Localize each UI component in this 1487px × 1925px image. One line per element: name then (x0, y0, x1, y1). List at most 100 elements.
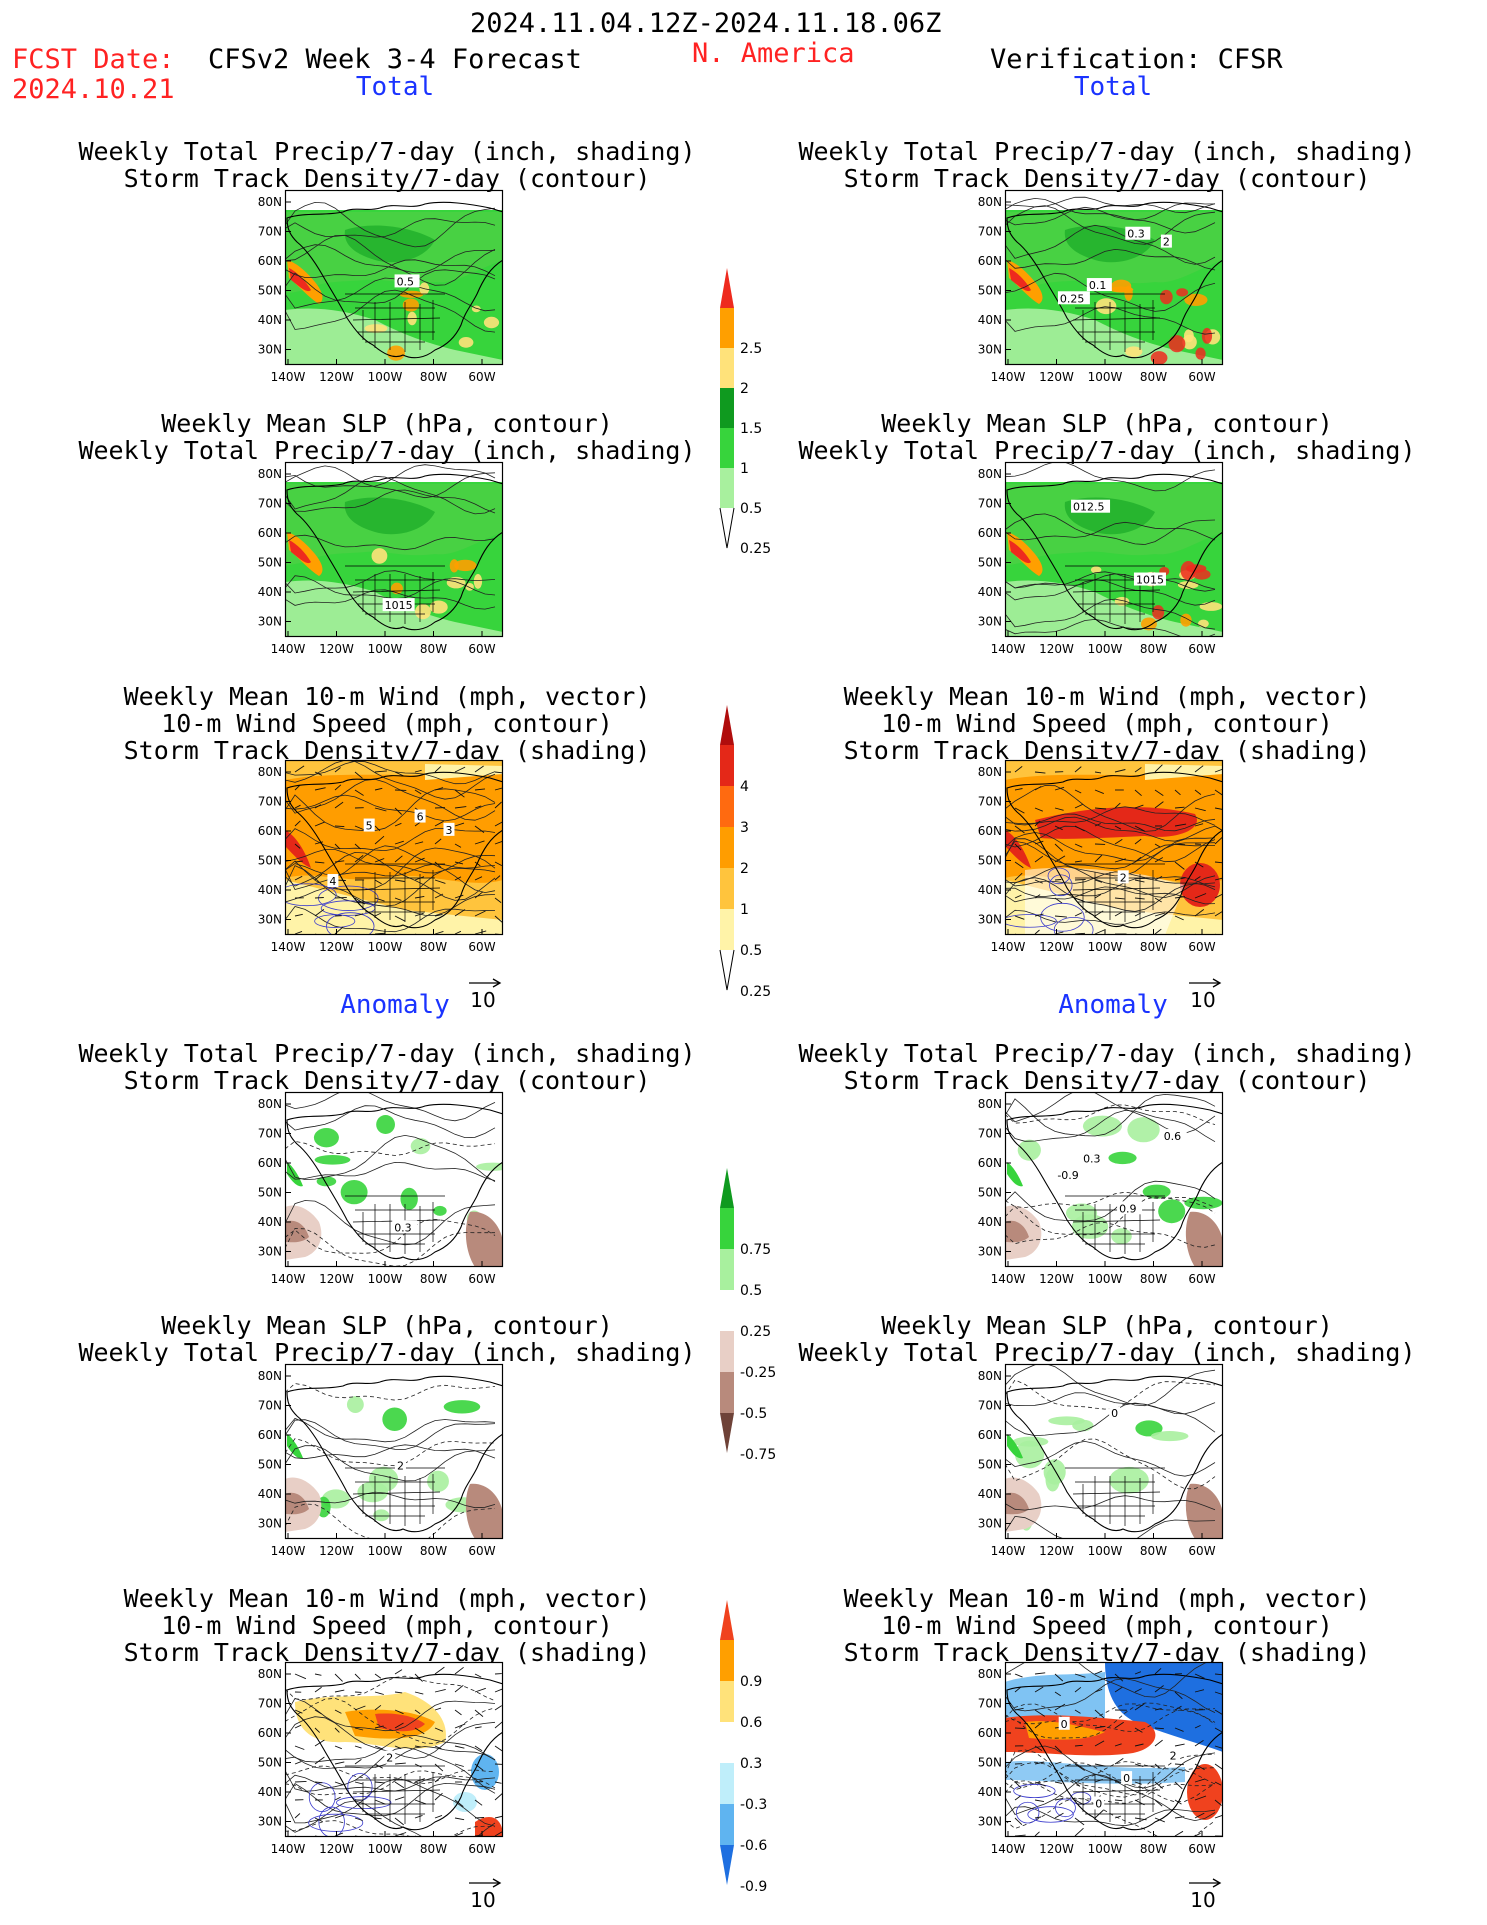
lat-label: 60N (258, 824, 282, 838)
lon-label: 100W (1088, 1544, 1123, 1558)
contour-labels: -0.9 0.3 0.9 0.6 (1055, 1129, 1187, 1215)
map-frame (1004, 1363, 1224, 1540)
lat-label: 80N (258, 765, 282, 779)
vector-reference-label: 10 (1190, 1888, 1215, 1912)
panel-title-line: Storm Track Density/7-day (contour) (843, 1066, 1371, 1095)
map-panel-lt3: 4 5 6 3 80N 70N 60N 50N 40N 30N 140W 120W 100W 80W 60W (245, 755, 513, 964)
lon-label: 140W (991, 1544, 1026, 1558)
lon-label: 100W (1088, 1842, 1123, 1856)
contour-label: 2 (397, 1459, 404, 1472)
colorbar-storm: 4 3 2 1 0.5 0.25 (718, 705, 798, 1004)
state-borders (1065, 1467, 1165, 1526)
lon-label: 60W (468, 370, 495, 384)
lat-label: 30N (258, 1517, 282, 1531)
colorbar-label: 2 (740, 861, 749, 877)
lat-label: 60N (258, 1726, 282, 1740)
verification-title: Verification: CFSR (990, 44, 1283, 75)
lat-label: 30N (258, 615, 282, 629)
lon-label: 80W (1140, 370, 1167, 384)
period-title: 2024.11.04.12Z-2024.11.18.06Z (470, 8, 942, 39)
colorbar-label: 0.6 (740, 1715, 762, 1731)
contour-labels: 0.5 (394, 274, 420, 288)
colorbar-label: 1 (740, 461, 749, 477)
lat-label: 50N (258, 284, 282, 298)
contour-label: 5 (366, 820, 373, 833)
lat-label: 30N (258, 913, 282, 927)
panel-title-rt2: Weekly Mean SLP (hPa, contour) Weekly Tot… (787, 410, 1427, 464)
panel-title-la3: Weekly Mean 10-m Wind (mph, vector) 10-m … (67, 1585, 707, 1666)
panel-title-lt3: Weekly Mean 10-m Wind (mph, vector) 10-m … (67, 683, 707, 764)
lat-label: 30N (978, 615, 1002, 629)
lat-label: 50N (258, 556, 282, 570)
contour-label: 0.9 (1119, 1202, 1137, 1215)
vector-reference: 10 (1187, 975, 1227, 1017)
lat-label: 60N (978, 254, 1002, 268)
coastline (286, 1103, 503, 1261)
panel-title-line: Storm Track Density/7-day (shading) (843, 736, 1371, 765)
panel-title-rt1: Weekly Total Precip/7-day (inch, shading… (787, 138, 1427, 192)
lon-label: 60W (1188, 1842, 1215, 1856)
lon-label: 60W (1188, 1272, 1215, 1286)
colorbar-segment (720, 1681, 734, 1722)
map-svg: 0.3 80N 70N 60N 50N 40N 30N 140W 120W 100W 80W 60W (258, 1091, 504, 1286)
map-frame (284, 461, 504, 638)
coastline (1006, 1103, 1223, 1261)
lat-label: 70N (978, 795, 1002, 809)
panel-title-line: Weekly Total Precip/7-day (inch, shading… (78, 1338, 696, 1367)
lon-label: 100W (368, 1842, 403, 1856)
lat-label: 70N (258, 497, 282, 511)
contour-label: 2 (1170, 1750, 1177, 1763)
panel-title-la2: Weekly Mean SLP (hPa, contour) Weekly Tot… (67, 1312, 707, 1366)
lon-label: 120W (1039, 1272, 1074, 1286)
lon-label: 100W (1088, 1272, 1123, 1286)
panel-title-line: Weekly Total Precip/7-day (inch, shading… (78, 1039, 696, 1068)
panel-title-la1: Weekly Total Precip/7-day (inch, shading… (67, 1040, 707, 1094)
lon-label: 120W (1039, 940, 1074, 954)
vector-reference-label: 10 (1190, 988, 1215, 1012)
colorbar-label: -0.3 (740, 1797, 767, 1813)
contour-label: 2 (1163, 236, 1170, 249)
coastline (1006, 1375, 1223, 1533)
map-panel-rt2: 012.5 1015 80N 70N 60N 50N 40N 30N 140W 120W 100W 8… (965, 457, 1233, 666)
panel-title-rt3: Weekly Mean 10-m Wind (mph, vector) 10-m … (787, 683, 1427, 764)
colorbar-segment (720, 745, 734, 786)
lat-label: 50N (978, 284, 1002, 298)
contour-labels: 1015 (382, 598, 415, 612)
contour-labels: 2 (1117, 870, 1129, 884)
lat-label: 50N (978, 556, 1002, 570)
lon-label: 100W (368, 642, 403, 656)
map-panel-ra1: -0.9 0.3 0.9 0.6 80N 70N 60N 50N 40N 30N 140W 120W 1… (965, 1087, 1233, 1296)
map-svg: 1015 80N 70N 60N 50N 40N 30N 140W 120W 100W 80W 60W (258, 461, 504, 656)
lat-label: 40N (258, 1785, 282, 1799)
colorbar-storm_anom: 0.9 0.6 0.3 -0.3 -0.6 -0.9 (718, 1600, 798, 1899)
map-panel-la3: 2 80N 70N 60N 50N 40N 30N 140W 120W 100W 80W 60W (245, 1657, 513, 1866)
state-borders (345, 863, 445, 922)
colorbar-top (720, 705, 734, 745)
contour-label: 2 (1120, 871, 1127, 884)
state-borders (1065, 293, 1165, 352)
contour-label: 1015 (1136, 574, 1164, 587)
map-panel-lt2: 1015 80N 70N 60N 50N 40N 30N 140W 120W 100W 80W 60W (245, 457, 513, 666)
map-field: 1015 (285, 464, 503, 637)
map-frame (284, 1363, 504, 1540)
contour-label: 0 (1111, 1407, 1118, 1420)
map-svg: 0 0 0 2 80N 70N 60N 50N 40N 30N 140W 120W 100W 80W 60W (978, 1661, 1224, 1856)
colorbar-segment (720, 348, 734, 388)
contour-labels: 4 5 6 3 (327, 809, 455, 888)
lat-label: 60N (258, 1156, 282, 1170)
map-svg: 2 80N 70N 60N 50N 40N 30N 140W 120W 100W 80W 60W (978, 759, 1224, 954)
map-frame (284, 189, 504, 366)
map-svg: 0 80N 70N 60N 50N 40N 30N 140W 120W 100W 80W 60W (978, 1363, 1224, 1558)
colorbar-label: 1 (740, 902, 749, 918)
contour-lines (285, 201, 496, 333)
lon-label: 100W (368, 370, 403, 384)
colorbar-label: 1.5 (740, 421, 762, 437)
map-panel-la2: 2 80N 70N 60N 50N 40N 30N 140W 120W 100W 80W 60W (245, 1359, 513, 1568)
contour-lines (285, 1092, 496, 1267)
lon-label: 140W (991, 642, 1026, 656)
lat-label: 80N (258, 1097, 282, 1111)
contour-label: 4 (329, 875, 336, 888)
lat-label: 60N (978, 824, 1002, 838)
lon-label: 140W (271, 1272, 306, 1286)
lon-label: 60W (468, 1544, 495, 1558)
